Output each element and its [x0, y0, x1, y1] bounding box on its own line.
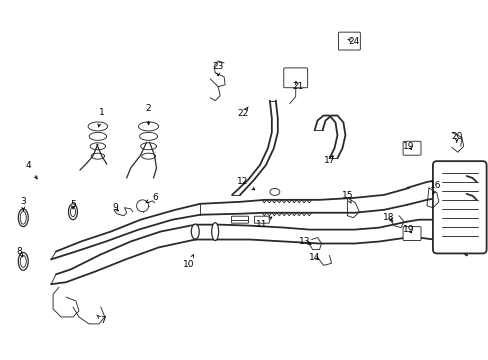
Text: 24: 24 [348, 37, 359, 46]
FancyBboxPatch shape [254, 216, 269, 223]
Text: 4: 4 [25, 161, 31, 170]
Text: 23: 23 [212, 62, 224, 71]
Text: 1: 1 [99, 108, 104, 117]
FancyBboxPatch shape [402, 227, 420, 240]
FancyBboxPatch shape [338, 32, 360, 50]
Ellipse shape [18, 209, 28, 227]
FancyBboxPatch shape [432, 161, 486, 253]
Text: 3: 3 [20, 197, 26, 206]
Ellipse shape [68, 204, 77, 220]
Text: 8: 8 [17, 247, 22, 256]
Ellipse shape [191, 224, 199, 239]
Text: 22: 22 [237, 109, 248, 118]
Ellipse shape [211, 223, 218, 240]
Text: 12: 12 [237, 177, 248, 186]
Ellipse shape [20, 255, 26, 267]
FancyBboxPatch shape [231, 216, 248, 223]
Text: 9: 9 [113, 203, 119, 212]
Text: 5: 5 [70, 200, 76, 209]
Text: 17: 17 [323, 156, 335, 165]
Text: 20: 20 [450, 132, 462, 141]
Ellipse shape [269, 188, 279, 195]
Text: 19: 19 [403, 225, 414, 234]
Text: 21: 21 [291, 82, 303, 91]
Text: 18: 18 [383, 213, 394, 222]
FancyBboxPatch shape [283, 68, 307, 88]
Text: 16: 16 [429, 181, 441, 190]
Ellipse shape [70, 207, 75, 217]
Text: 2: 2 [145, 104, 151, 113]
Text: 11: 11 [256, 220, 267, 229]
Text: 13: 13 [298, 237, 310, 246]
Ellipse shape [20, 211, 26, 224]
Text: 14: 14 [308, 253, 320, 262]
Text: 19: 19 [403, 142, 414, 151]
Text: 10: 10 [182, 260, 194, 269]
Text: 15: 15 [341, 192, 352, 201]
Text: 7: 7 [100, 316, 105, 325]
FancyBboxPatch shape [402, 141, 420, 155]
Ellipse shape [18, 252, 28, 270]
Text: 6: 6 [152, 193, 158, 202]
Circle shape [136, 200, 148, 212]
